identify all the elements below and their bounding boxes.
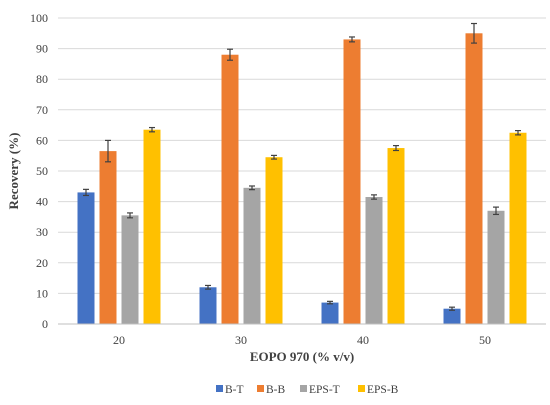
legend-swatch-eps-b xyxy=(358,385,365,392)
legend-label-eps-b: EPS-B xyxy=(367,384,399,396)
error-bar xyxy=(449,306,455,311)
y-tick-label: 50 xyxy=(36,164,48,178)
error-bar xyxy=(349,36,355,43)
bar-b-t-20 xyxy=(77,192,95,324)
error-bar xyxy=(127,212,133,219)
bar-b-b-30 xyxy=(221,54,239,324)
bar-b-t-50 xyxy=(443,308,461,324)
error-bar xyxy=(515,130,521,136)
bar-b-t-40 xyxy=(321,302,339,324)
error-bar xyxy=(83,188,89,197)
x-tick-label: 50 xyxy=(479,333,491,347)
x-axis-title: EOPO 970 (% v/v) xyxy=(250,349,354,364)
bar-eps-b-30 xyxy=(265,157,283,324)
y-tick-label: 70 xyxy=(36,103,48,117)
error-bar xyxy=(471,22,477,44)
y-tick-label: 0 xyxy=(42,317,48,331)
bar-eps-b-50 xyxy=(509,132,527,324)
error-bar xyxy=(205,284,211,290)
y-tick-label: 10 xyxy=(36,286,48,300)
legend-label-eps-t: EPS-T xyxy=(309,384,340,396)
y-tick-label: 80 xyxy=(36,72,48,86)
error-bar xyxy=(105,139,111,163)
bar-b-t-30 xyxy=(199,287,217,324)
error-bar xyxy=(227,48,233,61)
bar-eps-t-30 xyxy=(243,187,261,324)
error-bar xyxy=(271,154,277,160)
legend-label-b-b: B-B xyxy=(266,384,286,396)
y-tick-label: 90 xyxy=(36,42,48,56)
bar-eps-t-50 xyxy=(487,210,505,324)
bar-eps-b-40 xyxy=(387,148,405,324)
error-bar xyxy=(249,185,255,191)
bar-eps-t-40 xyxy=(365,197,383,324)
gridlines xyxy=(58,17,546,294)
legend-swatch-b-b xyxy=(257,385,264,392)
y-axis-title: Recovery (%) xyxy=(6,133,21,210)
bars xyxy=(77,22,527,325)
y-axis-ticks: 0 10 20 30 40 50 60 70 80 90 100 xyxy=(30,11,48,331)
error-bar xyxy=(149,126,155,133)
error-bar xyxy=(327,300,333,305)
x-tick-label: 40 xyxy=(357,333,369,347)
error-bar xyxy=(493,206,499,216)
legend-swatch-b-t xyxy=(216,385,223,392)
error-bar xyxy=(393,145,399,152)
x-tick-label: 20 xyxy=(113,333,125,347)
y-tick-label: 100 xyxy=(30,11,48,25)
y-tick-label: 40 xyxy=(36,195,48,209)
error-bar xyxy=(371,194,377,200)
bar-eps-b-20 xyxy=(143,129,161,324)
legend-label-b-t: B-T xyxy=(225,384,244,396)
y-tick-label: 30 xyxy=(36,225,48,239)
legend: B-T B-B EPS-T EPS-B xyxy=(216,384,399,396)
bar-b-b-50 xyxy=(465,33,483,325)
legend-swatch-eps-t xyxy=(300,385,307,392)
x-axis-ticks: 20 30 40 50 xyxy=(113,333,491,347)
bar-eps-t-20 xyxy=(121,215,139,324)
y-tick-label: 60 xyxy=(36,133,48,147)
bar-b-b-20 xyxy=(99,151,117,324)
y-tick-label: 20 xyxy=(36,256,48,270)
bar-b-b-40 xyxy=(343,39,361,325)
x-tick-label: 30 xyxy=(235,333,247,347)
